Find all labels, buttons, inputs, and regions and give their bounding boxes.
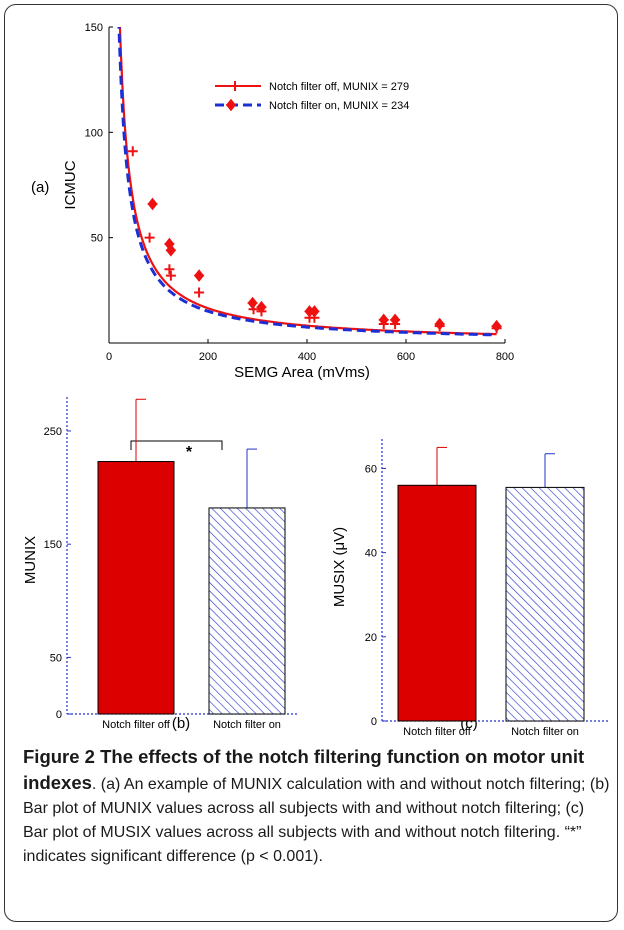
b-y-tick-label: 50 [50,652,62,664]
a-y-tick-label: 100 [85,127,103,139]
a-curves [117,27,497,337]
data-point-notch-on [491,319,502,333]
a-x-tick-label: 0 [106,351,112,363]
legend-entry-notch-off: Notch filter off, MUNIX = 279 [269,81,409,93]
data-point-notch-on [378,313,389,327]
data-point-notch-on [309,305,320,318]
data-point-notch-on [390,313,401,327]
a-x-tick-label: 800 [496,351,514,363]
c-bar-notch-off [397,484,477,722]
data-point-notch-off [164,264,175,275]
series-line-notch-off [118,27,497,336]
bar-chart-panel-b: (b) MUNIX * 0 50 150 250 Notch filter off Not… [22,397,299,732]
b-y-tick-label: 250 [44,426,62,438]
b-bars: 0 50 150 250 Notch filter off Notch filter on [44,397,299,731]
a-x-axis-label: SEMG Area (mVms) [234,364,370,381]
c-y-tick-label: 60 [365,463,377,475]
series-line-notch-on [117,27,497,337]
b-category-label: Notch filter on [213,719,281,731]
legend-marker-notch-off [230,81,240,91]
significance-marker: * [186,444,193,461]
b-y-axis-label: MUNIX [22,536,39,584]
data-point-notch-off [165,270,176,281]
c-y-tick-label: 0 [371,716,377,728]
data-point-notch-off [144,232,155,243]
b-y-tick-label: 150 [44,539,62,551]
data-point-notch-on [256,300,267,314]
a-y-tick-label: 150 [85,22,103,34]
legend-entry-notch-on: Notch filter on, MUNIX = 234 [269,100,409,112]
c-bar-notch-on [505,486,585,722]
a-markers [127,146,502,334]
a-ticks: 0 200 400 600 800 50 100 150 [85,22,515,363]
data-point-notch-off [194,287,205,298]
c-bars: 0 20 40 60 Notch filter off Notch filter on [365,439,609,738]
line-chart-panel-a: (a) ICMUC SEMG Area (mVms) 0 200 400 600 800… [31,22,515,381]
c-y-axis-label: MUSIX (μV) [331,527,348,607]
a-y-axis-label: ICMUC [62,160,79,209]
c-y-tick-label: 40 [365,548,377,560]
a-y-tick-label: 50 [91,233,103,245]
b-category-label: Notch filter off [102,719,171,731]
a-x-tick-label: 400 [298,351,316,363]
panel-a-label: (a) [31,179,49,196]
data-point-notch-on [165,244,176,257]
data-point-notch-on [247,296,258,310]
a-x-tick-label: 200 [199,351,217,363]
a-x-tick-label: 600 [397,351,415,363]
c-y-tick-label: 20 [365,632,377,644]
figure-caption: Figure 2 The effects of the notch filter… [23,745,613,869]
panel-b-label: (b) [172,715,190,732]
b-bar-notch-off [97,461,175,715]
figure-canvas: (a) ICMUC SEMG Area (mVms) 0 200 400 600 800… [22,22,609,738]
data-point-notch-on [147,197,158,211]
caption-title: Figure 2 The effects of the notch filter… [23,746,585,793]
data-point-notch-on [194,269,205,282]
a-legend: Notch filter off, MUNIX = 279 Notch filt… [215,81,409,112]
significance-bracket [130,440,223,450]
figure-frame: (a) ICMUC SEMG Area (mVms) 0 200 400 600 800… [4,4,618,922]
c-category-label: Notch filter off [403,726,472,738]
c-category-label: Notch filter on [511,726,579,738]
b-bar-notch-on [208,507,286,715]
data-point-notch-off [127,146,138,157]
legend-marker-notch-on [225,98,237,112]
b-y-tick-label: 0 [56,709,62,721]
data-point-notch-on [434,317,445,331]
caption-text: . (a) An example of MUNIX calculation wi… [23,776,610,865]
